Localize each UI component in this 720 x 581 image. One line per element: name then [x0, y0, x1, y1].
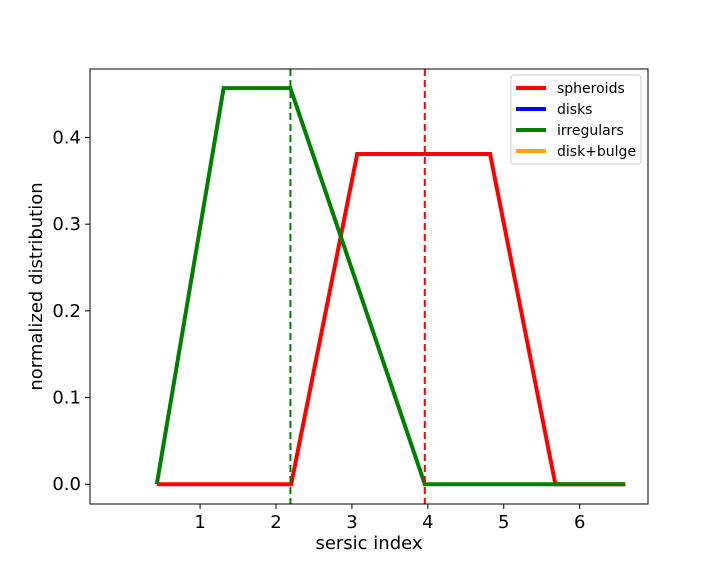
y-tick-label-1: 0.1	[52, 388, 81, 409]
x-tick-label-1: 1	[194, 512, 205, 533]
legend-box	[510, 74, 642, 165]
legend: spheroids disks irregulars disk+bulge	[510, 74, 642, 165]
y-axis-title: normalized distribution	[26, 182, 47, 390]
plot-area	[154, 69, 626, 504]
legend-label-disk-bulge: disk+bulge	[557, 144, 636, 160]
legend-label-irregulars: irregulars	[557, 123, 624, 139]
y-tick-label-3: 0.3	[52, 214, 81, 235]
x-tick-label-3: 3	[346, 512, 357, 533]
x-axis-title: sersic index	[315, 533, 422, 554]
y-tick-label-0: 0.0	[52, 474, 81, 495]
legend-label-spheroids: spheroids	[557, 81, 625, 97]
series-line-irregulars	[154, 86, 626, 487]
x-tick-label-2: 2	[270, 512, 281, 533]
y-tick-label-4: 0.4	[52, 127, 81, 148]
x-tick-label-5: 5	[498, 512, 509, 533]
legend-label-disks: disks	[557, 102, 592, 118]
x-tick-label-4: 4	[422, 512, 433, 533]
axes: 1 2 3 4 5 6 0.0 0.1 0.2 0.3 0.4	[52, 68, 649, 533]
x-tick-label-6: 6	[574, 512, 585, 533]
series-line-spheroids	[156, 151, 626, 487]
y-tick-label-2: 0.2	[52, 301, 81, 322]
plot-frame	[89, 68, 649, 505]
